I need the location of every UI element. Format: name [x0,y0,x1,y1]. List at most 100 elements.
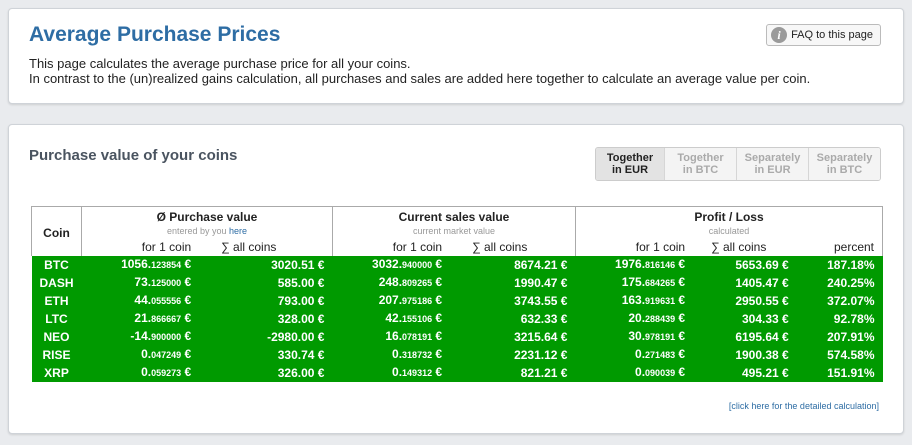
value-cell: 1056.123854 € [81,256,200,274]
value-cell: 328.00 € [199,310,333,328]
value-main: 73. [134,275,152,289]
value-main: 248. [378,275,403,289]
value-main: 42. [385,311,403,325]
value-decimals: 059273 [151,368,182,378]
value-decimals: 149312 [402,368,433,378]
value-cell: 8674.21 € [450,256,576,274]
toggle-label: in BTC [826,164,863,176]
table-row: BTC 1056.123854 €3020.51 €3032.940000 €86… [31,256,883,274]
value-cell: 207.975186 € [332,292,451,310]
coin-cell: ETH [31,292,82,310]
value-cell: 1990.47 € [450,274,576,292]
intro-card: Average Purchase Prices i FAQ to this pa… [8,8,904,104]
value-decimals: 318732 [402,350,433,360]
toggle-label: Together [677,152,724,164]
value-cell: 330.74 € [199,346,333,364]
view-toggle-group: Together in EUR Together in BTC Separately… [595,147,881,181]
purchase-value-card: Purchase value of your coins Together in … [8,124,904,434]
toggle-label: in BTC [682,164,719,176]
info-icon: i [771,27,788,43]
value-cell: -14.900000 € [81,328,200,346]
table-row: ETH 44.055556 €793.00 €207.975186 €3743.5… [31,292,883,310]
group-header-current: Current sales value [332,206,576,224]
value-decimals: 155106 [402,314,433,324]
value-cell: 1405.47 € [693,274,797,292]
value-decimals: 125000 [151,278,182,288]
value-decimals: 978191 [645,332,676,342]
value-cell: 42.155106 € [332,310,451,328]
value-decimals: 684265 [645,278,676,288]
value-cell: 326.00 € [199,364,333,382]
toggle-separately-btc[interactable]: Separately in BTC [808,148,880,180]
value-decimals: 809265 [402,278,433,288]
value-cell: 21.866667 € [81,310,200,328]
value-cell: 5653.69 € [693,256,797,274]
value-cell: 2231.12 € [450,346,576,364]
percent-cell: 92.78% [796,310,883,328]
group-sub-purchase: entered by you here [81,224,333,237]
col-header: for 1 coin [332,237,451,256]
page-title: Average Purchase Prices [29,23,281,46]
value-cell: 16.078191 € [332,328,451,346]
percent-cell: 372.07% [796,292,883,310]
detailed-calculation-link[interactable]: [click here for the detailed calculation… [728,401,879,411]
description-line-1: This page calculates the average purchas… [29,56,411,71]
value-cell: 0.047249 € [81,346,200,364]
toggle-separately-eur[interactable]: Separately in EUR [736,148,808,180]
percent-cell: 240.25% [796,274,883,292]
value-main: 0. [635,365,646,379]
toggle-label: in EUR [611,164,649,176]
group-header-profit: Profit / Loss [575,206,884,224]
value-decimals: 866667 [151,314,182,324]
value-cell: 793.00 € [199,292,333,310]
value-decimals: 816146 [645,260,676,270]
percent-cell: 207.91% [796,328,883,346]
value-main: 21. [134,311,152,325]
value-decimals: 271483 [645,350,676,360]
value-cell: 304.33 € [693,310,797,328]
value-main: 44. [134,293,152,307]
value-main: 1976. [615,257,646,271]
value-main: 0. [141,347,152,361]
value-main: 16. [385,329,403,343]
value-cell: 0.059273 € [81,364,200,382]
group-sub-profit: calculated [575,224,884,237]
value-cell: 73.125000 € [81,274,200,292]
value-cell: 2950.55 € [693,292,797,310]
value-cell: 0.318732 € [332,346,451,364]
faq-button[interactable]: i FAQ to this page [766,24,881,46]
percent-cell: 574.58% [796,346,883,364]
value-cell: 495.21 € [693,364,797,382]
purchase-value-table: Coin Ø Purchase value Current sales valu… [30,206,884,382]
value-decimals: 900000 [151,332,182,342]
value-cell: 30.978191 € [575,328,694,346]
value-cell: 20.288439 € [575,310,694,328]
coin-cell: RISE [31,346,82,364]
value-cell: 3215.64 € [450,328,576,346]
value-decimals: 090039 [645,368,676,378]
percent-cell: 187.18% [796,256,883,274]
value-main: 0. [141,365,152,379]
table-row: DASH 73.125000 €585.00 €248.809265 €1990.… [31,274,883,292]
value-cell: 3743.55 € [450,292,576,310]
value-main: 0. [635,347,646,361]
toggle-together-eur[interactable]: Together in EUR [596,148,664,180]
col-header: ∑ all coins [693,237,797,256]
coin-cell: XRP [31,364,82,382]
coin-cell: LTC [31,310,82,328]
value-main: 0. [392,365,403,379]
value-decimals: 940000 [402,260,433,270]
value-cell: 6195.64 € [693,328,797,346]
table-row: LTC 21.866667 €328.00 €42.155106 €632.33 … [31,310,883,328]
value-main: 175. [621,275,646,289]
toggle-together-btc[interactable]: Together in BTC [664,148,736,180]
value-cell: 163.919631 € [575,292,694,310]
value-main: 163. [621,293,646,307]
value-main: 207. [378,293,403,307]
coin-cell: DASH [31,274,82,292]
value-cell: 3020.51 € [199,256,333,274]
value-decimals: 055556 [151,296,182,306]
value-decimals: 078191 [402,332,433,342]
description-line-2: In contrast to the (un)realized gains ca… [29,71,811,86]
here-link[interactable]: here [229,225,248,236]
